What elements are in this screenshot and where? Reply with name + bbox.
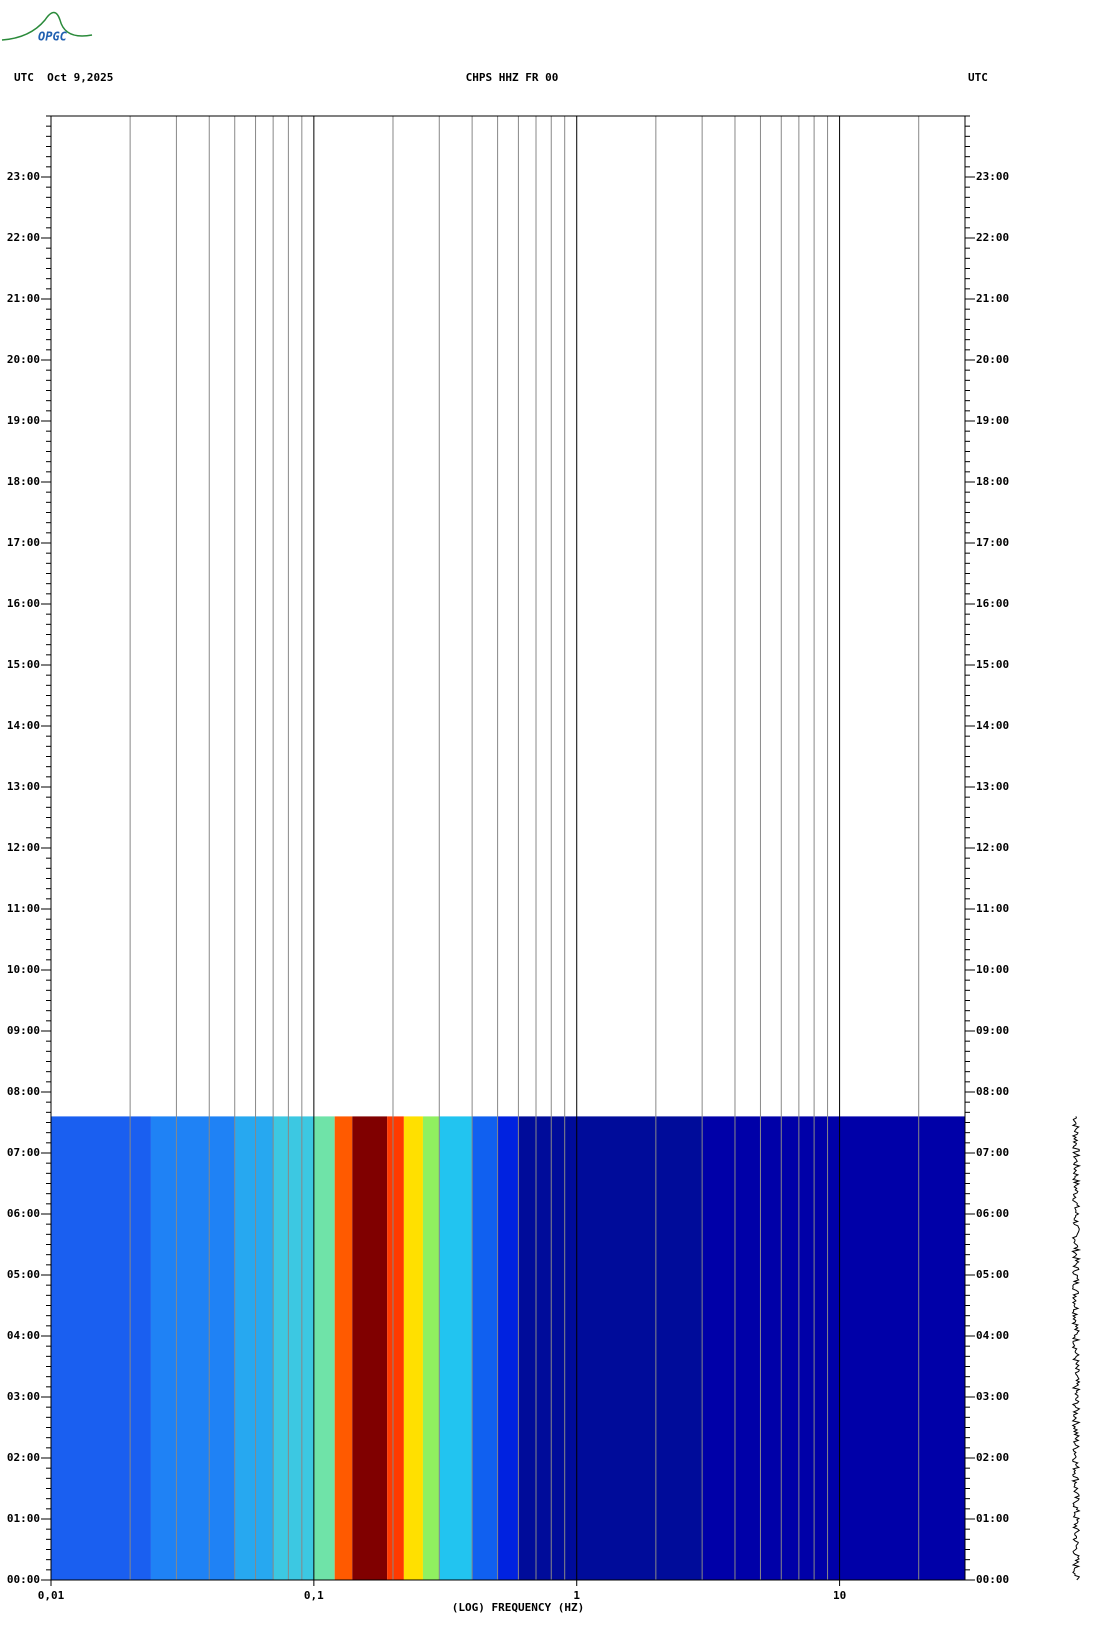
y-tick-label: 11:00 — [976, 902, 1009, 915]
y-tick-label: 02:00 — [7, 1451, 40, 1464]
x-axis-label: (LOG) FREQUENCY (HZ) — [452, 1601, 584, 1614]
seismic-trace — [1071, 1116, 1082, 1581]
y-tick-label: 06:00 — [7, 1207, 40, 1220]
y-tick-label: 15:00 — [7, 658, 40, 671]
spectrum-band — [518, 1116, 703, 1580]
y-tick-label: 13:00 — [7, 780, 40, 793]
left-header: UTC Oct 9,2025 — [14, 71, 113, 84]
y-tick-label: 08:00 — [976, 1085, 1009, 1098]
y-tick-label: 07:00 — [7, 1146, 40, 1159]
logo: OPGC — [38, 30, 68, 44]
y-tick-label: 09:00 — [7, 1024, 40, 1037]
y-tick-label: 00:00 — [976, 1573, 1009, 1586]
y-tick-label: 05:00 — [7, 1268, 40, 1281]
spectrum-band — [273, 1116, 314, 1580]
y-tick-label: 04:00 — [7, 1329, 40, 1342]
y-tick-label: 16:00 — [976, 597, 1009, 610]
y-tick-label: 15:00 — [976, 658, 1009, 671]
y-tick-label: 03:00 — [7, 1390, 40, 1403]
y-tick-label: 21:00 — [7, 292, 40, 305]
y-tick-label: 20:00 — [7, 353, 40, 366]
y-tick-label: 01:00 — [7, 1512, 40, 1525]
y-tick-label: 23:00 — [976, 170, 1009, 183]
y-tick-label: 03:00 — [976, 1390, 1009, 1403]
y-tick-label: 19:00 — [976, 414, 1009, 427]
spectrum-band — [334, 1116, 353, 1580]
y-tick-label: 11:00 — [7, 902, 40, 915]
y-tick-label: 12:00 — [976, 841, 1009, 854]
spectrum-band — [150, 1116, 235, 1580]
y-tick-label: 09:00 — [976, 1024, 1009, 1037]
y-tick-label: 14:00 — [976, 719, 1009, 732]
right-header: UTC — [968, 71, 988, 84]
spectrum-band — [234, 1116, 274, 1580]
y-tick-label: 01:00 — [976, 1512, 1009, 1525]
spectrum-band — [387, 1116, 404, 1580]
y-tick-label: 14:00 — [7, 719, 40, 732]
y-tick-label: 05:00 — [976, 1268, 1009, 1281]
spectrum-band — [497, 1116, 519, 1580]
y-tick-label: 04:00 — [976, 1329, 1009, 1342]
y-tick-label: 08:00 — [7, 1085, 40, 1098]
y-tick-label: 22:00 — [7, 231, 40, 244]
y-tick-label: 16:00 — [7, 597, 40, 610]
spectrum-band — [352, 1116, 388, 1580]
x-tick-label: 0,01 — [38, 1589, 65, 1602]
y-tick-label: 22:00 — [976, 231, 1009, 244]
y-tick-label: 17:00 — [976, 536, 1009, 549]
spectrum-band — [422, 1116, 440, 1580]
spectrum-band — [439, 1116, 473, 1580]
spectrum-band — [472, 1116, 498, 1580]
x-tick-label: 10 — [833, 1589, 846, 1602]
y-tick-label: 19:00 — [7, 414, 40, 427]
y-tick-label: 12:00 — [7, 841, 40, 854]
y-tick-label: 20:00 — [976, 353, 1009, 366]
y-tick-label: 10:00 — [976, 963, 1009, 976]
y-tick-label: 17:00 — [7, 536, 40, 549]
chart-title: CHPS HHZ FR 00 — [466, 71, 559, 84]
x-tick-label: 0,1 — [304, 1589, 324, 1602]
y-tick-label: 10:00 — [7, 963, 40, 976]
spectrum-band — [313, 1116, 335, 1580]
y-tick-label: 18:00 — [7, 475, 40, 488]
y-tick-label: 00:00 — [7, 1573, 40, 1586]
y-tick-label: 06:00 — [976, 1207, 1009, 1220]
y-tick-label: 18:00 — [976, 475, 1009, 488]
y-tick-label: 23:00 — [7, 170, 40, 183]
y-tick-label: 13:00 — [976, 780, 1009, 793]
y-tick-label: 02:00 — [976, 1451, 1009, 1464]
x-tick-label: 1 — [573, 1589, 580, 1602]
y-tick-label: 21:00 — [976, 292, 1009, 305]
y-tick-label: 07:00 — [976, 1146, 1009, 1159]
spectrum-band — [51, 1116, 151, 1580]
logo-wave — [1, 11, 93, 41]
spectrum-band — [702, 1116, 965, 1580]
spectrum-band — [403, 1116, 423, 1580]
